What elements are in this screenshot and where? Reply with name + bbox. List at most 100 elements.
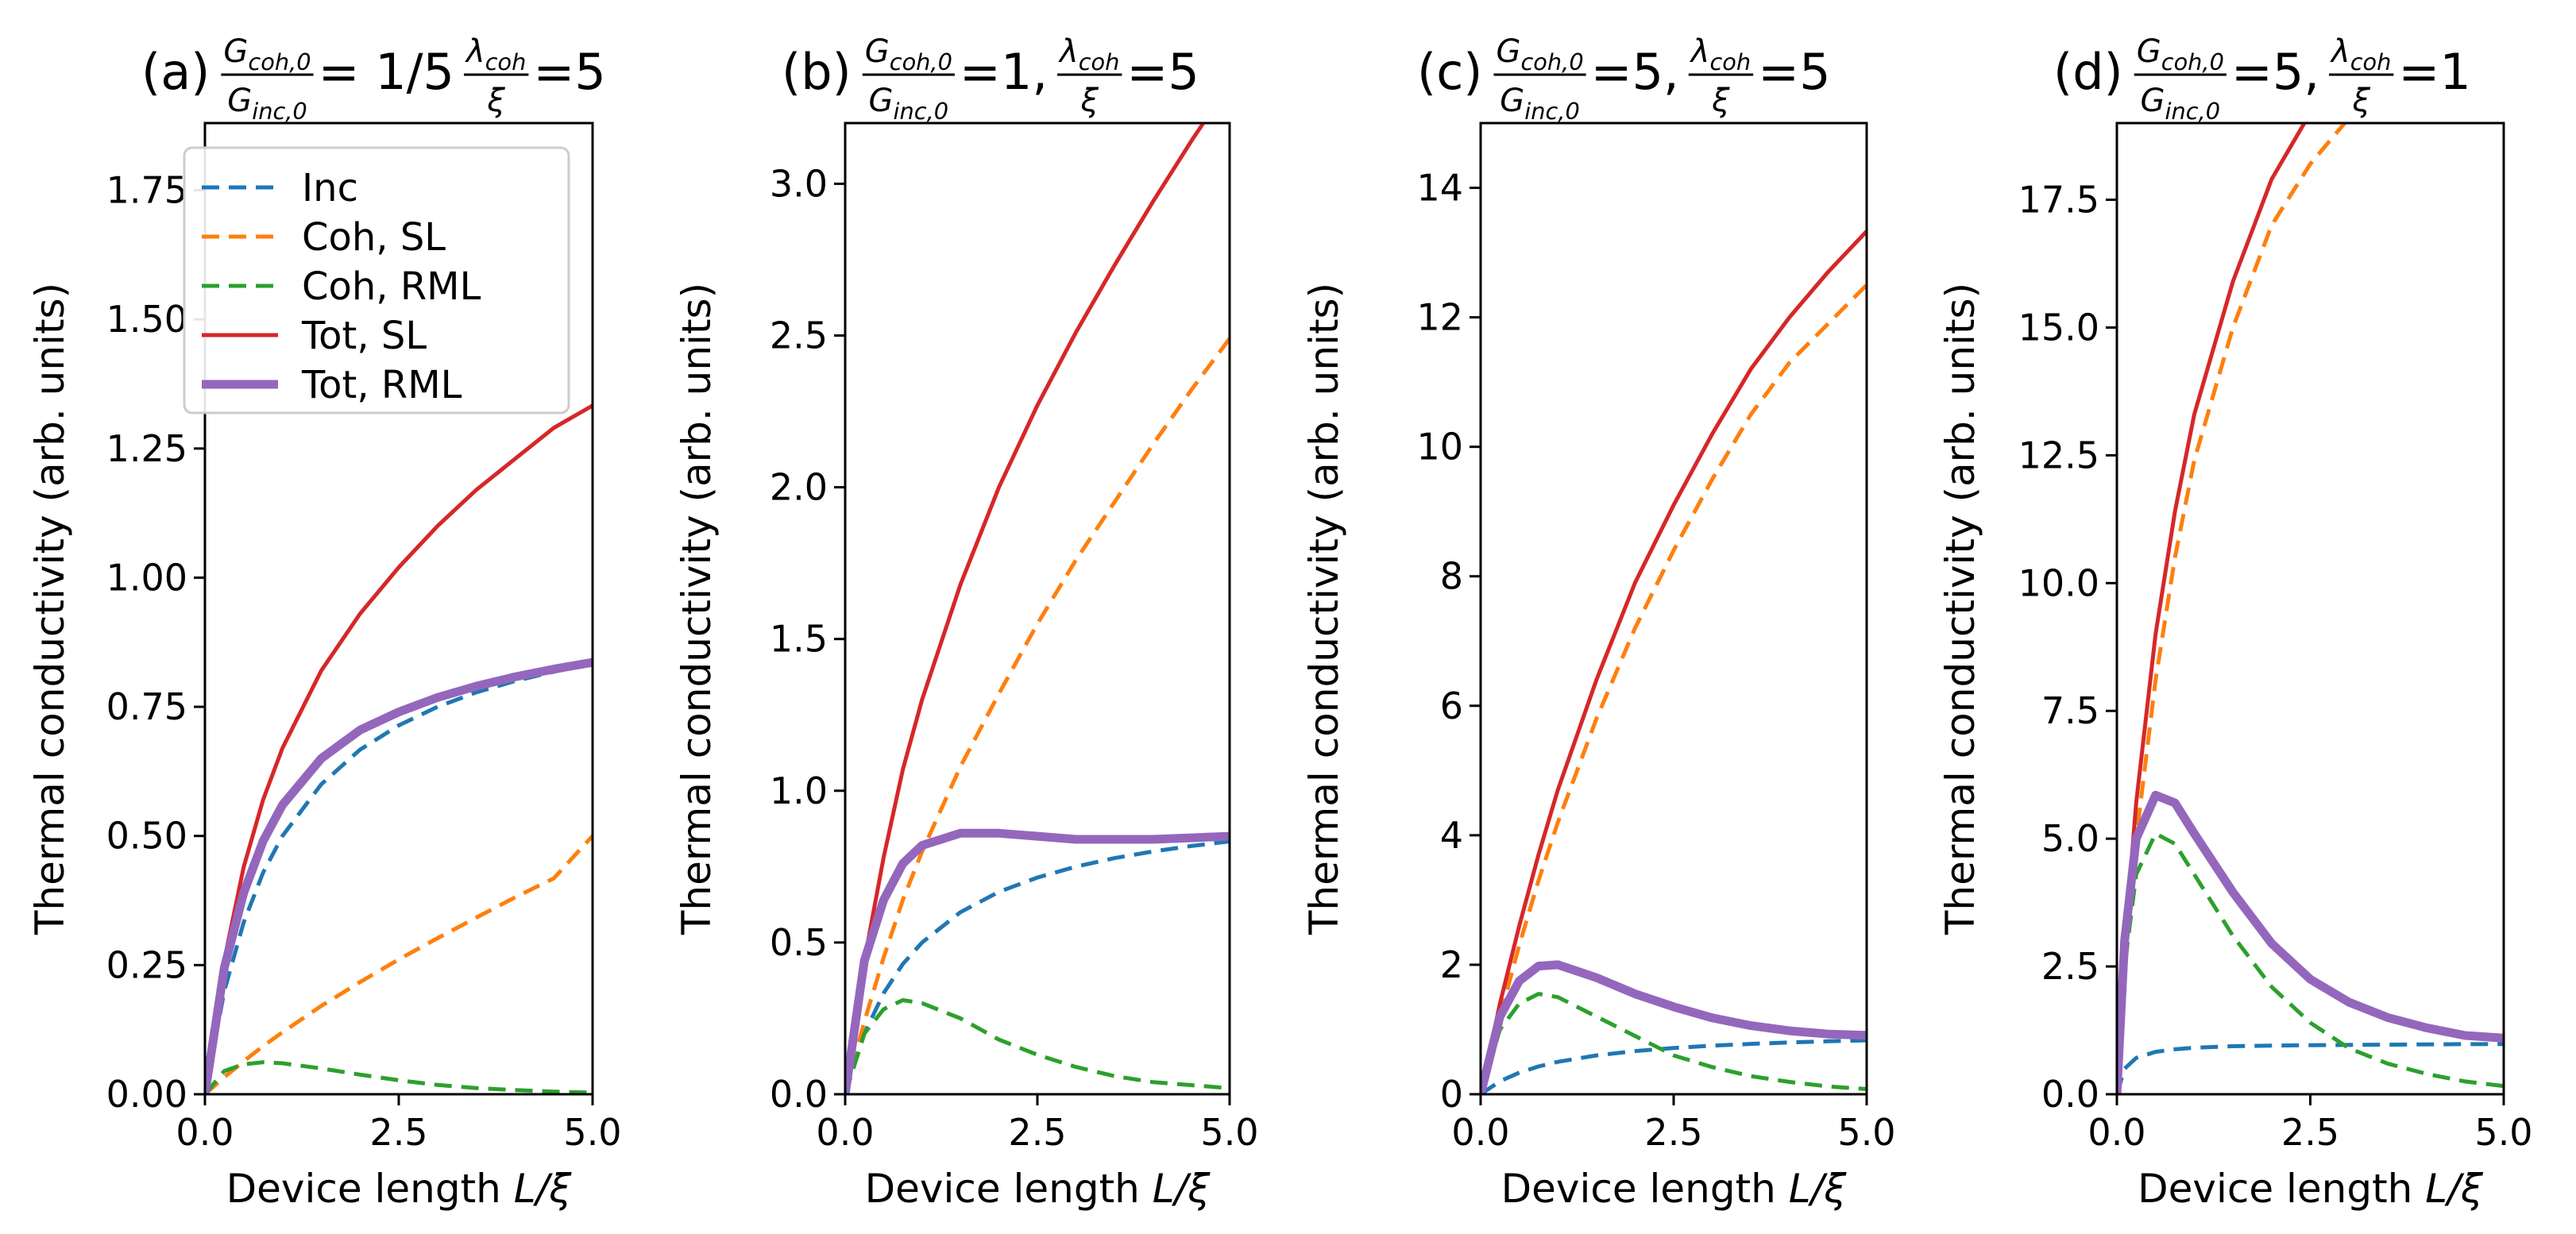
- y-axis-label: Thermal conductivity (arb. units): [674, 283, 720, 935]
- chart-panel-4: 0.0 2.5 5.0 7.5 10.0 12.5 15.0 17.5 0.0 2.5 5.0 Dev…: [1937, 33, 2533, 1212]
- legend-entry: Coh, SL: [302, 215, 446, 260]
- chart-panel-3: 0 2 4 6 8 10 12 14 0.0 2.5 5.0 Device length L/ξ The…: [1301, 33, 1896, 1212]
- panel-title-value-2: =1: [2398, 43, 2470, 101]
- legend-entry: Tot, SL: [301, 314, 427, 358]
- y-tick-label: 15.0: [2018, 306, 2099, 349]
- y-tick-label: 7.5: [2041, 689, 2099, 732]
- y-tick-label: 3.0: [770, 162, 828, 205]
- title-fraction: Gcoh,0 Ginc,0: [1493, 33, 1586, 125]
- x-tick-label: 5.0: [1200, 1111, 1258, 1154]
- y-tick-label: 17.5: [2018, 179, 2099, 222]
- y-tick-label: 0.00: [106, 1073, 187, 1116]
- panel-title-prefix: (c): [1417, 43, 1482, 101]
- y-tick-label: 5.0: [2041, 817, 2099, 860]
- series-line-coh-rml: [1481, 992, 1867, 1094]
- y-tick-label: 1.5: [770, 618, 828, 661]
- y-tick-label: 0.75: [106, 685, 187, 728]
- panel-title-value-1: =5,: [1591, 43, 1679, 101]
- legend-entry: Tot, RML: [301, 363, 462, 407]
- axes-frame: [844, 121, 1231, 1096]
- legend-entry: Coh, RML: [302, 264, 481, 309]
- y-tick-label: 10.0: [2018, 561, 2099, 604]
- x-tick-label: 0.0: [176, 1111, 234, 1154]
- fraction-numerator: λcoh: [2330, 33, 2391, 75]
- panel-title: (b) Gcoh,0 Ginc,0 =1, λcoh ξ =5: [782, 33, 1199, 125]
- y-tick-label: 12.5: [2018, 434, 2099, 476]
- y-tick-label: 2: [1440, 943, 1463, 986]
- x-tick-label: 0.0: [2087, 1111, 2145, 1154]
- panel-title-value-1: =1,: [960, 43, 1048, 101]
- panel-title: (a) Gcoh,0 Ginc,0 = 1/5 λcoh ξ =5: [141, 33, 606, 125]
- y-tick-label: 1.25: [106, 427, 187, 470]
- x-axis-label: Device length L/ξ: [865, 1166, 1211, 1212]
- fraction-denominator: Ginc,0: [869, 83, 949, 125]
- fraction-numerator: Gcoh,0: [1496, 33, 1583, 75]
- y-tick-label: 10: [1416, 426, 1463, 469]
- panel-title-value-2: =5: [533, 43, 605, 101]
- chart-panel-2: 0.0 0.5 1.0 1.5 2.0 2.5 3.0 0.0 2.5 5.0 Device len…: [674, 33, 1259, 1212]
- x-tick-label: 5.0: [563, 1111, 621, 1154]
- y-tick-label: 8: [1440, 555, 1463, 598]
- series-line-coh-sl: [845, 337, 1230, 1094]
- y-tick-label: 6: [1440, 684, 1463, 727]
- chart-panel-1: 0.00 0.25 0.50 0.75 1.00 1.25 1.50 1.75 0.0 2.5 5.…: [27, 33, 622, 1212]
- x-axis-label: Device length L/ξ: [226, 1166, 573, 1212]
- fraction-numerator: λcoh: [1690, 33, 1751, 75]
- fraction-denominator: Ginc,0: [2141, 83, 2221, 125]
- title-fraction: Gcoh,0 Ginc,0: [862, 33, 955, 125]
- fraction-numerator: Gcoh,0: [2137, 33, 2224, 75]
- x-tick-label: 2.5: [2281, 1111, 2339, 1154]
- x-tick-label: 0.0: [816, 1111, 874, 1154]
- plot-area: [205, 403, 593, 1094]
- panel-title-prefix: (d): [2053, 43, 2123, 101]
- y-tick-label: 0.0: [2041, 1073, 2099, 1116]
- y-tick-label: 0.5: [770, 921, 828, 964]
- y-tick-label: 1.75: [106, 169, 187, 212]
- legend-entry: Inc: [302, 166, 358, 210]
- title-fraction: λcoh ξ: [1057, 33, 1122, 119]
- x-tick-label: 5.0: [1837, 1111, 1895, 1154]
- x-tick-label: 2.5: [1644, 1111, 1702, 1154]
- x-tick-label: 0.0: [1451, 1111, 1509, 1154]
- y-tick-label: 1.0: [770, 769, 828, 812]
- panel-title-value-2: =5: [1126, 43, 1199, 101]
- panel-title: (d) Gcoh,0 Ginc,0=5, λcoh ξ =1: [2053, 33, 2471, 125]
- y-tick-label: 0: [1440, 1073, 1463, 1116]
- y-tick-label: 4: [1440, 814, 1463, 857]
- axes-frame: [2115, 121, 2505, 1096]
- y-axis-label: Thermal conductivity (arb. units): [1937, 283, 1983, 935]
- panel-title-value-1: =5,: [2231, 43, 2319, 101]
- fraction-numerator: Gcoh,0: [865, 33, 952, 75]
- fraction-denominator: Ginc,0: [1500, 83, 1580, 125]
- fraction-denominator: ξ: [2352, 83, 2371, 119]
- y-tick-label: 2.5: [770, 314, 828, 357]
- x-tick-label: 2.5: [369, 1111, 427, 1154]
- fraction-denominator: ξ: [487, 83, 506, 119]
- series-line-tot-rml: [2117, 790, 2504, 1094]
- series-line-tot-sl: [205, 403, 593, 1094]
- series-line-coh-sl: [1481, 283, 1867, 1094]
- title-fraction: Gcoh,0 Ginc,0: [221, 33, 314, 125]
- series-line-coh-rml: [2117, 831, 2504, 1094]
- y-tick-label: 0.0: [770, 1073, 828, 1116]
- series-line-inc: [2117, 1042, 2504, 1094]
- y-tick-label: 14: [1416, 167, 1463, 210]
- series-line-coh-sl: [205, 835, 593, 1094]
- y-axis-label: Thermal conductivity (arb. units): [27, 283, 73, 935]
- series-line-tot-sl: [2117, 123, 2307, 1094]
- y-tick-label: 0.25: [106, 943, 187, 986]
- x-axis-label: Device length L/ξ: [1501, 1166, 1848, 1212]
- series-line-inc: [1481, 1038, 1867, 1094]
- plot-area: [845, 123, 1230, 1094]
- panel-title: (c) Gcoh,0 Ginc,0 =5, λcoh ξ =5: [1417, 33, 1831, 125]
- y-tick-label: 2.5: [2041, 945, 2099, 988]
- title-fraction: λcoh ξ: [2329, 33, 2394, 119]
- fraction-numerator: λcoh: [465, 33, 526, 75]
- series-line-coh-sl: [2117, 123, 2348, 1094]
- y-tick-label: 0.50: [106, 815, 187, 858]
- plot-area: [2117, 123, 2504, 1094]
- series-line-tot-rml: [1481, 960, 1867, 1094]
- y-tick-label: 2.0: [770, 466, 828, 509]
- series-line-coh-rml: [845, 998, 1230, 1094]
